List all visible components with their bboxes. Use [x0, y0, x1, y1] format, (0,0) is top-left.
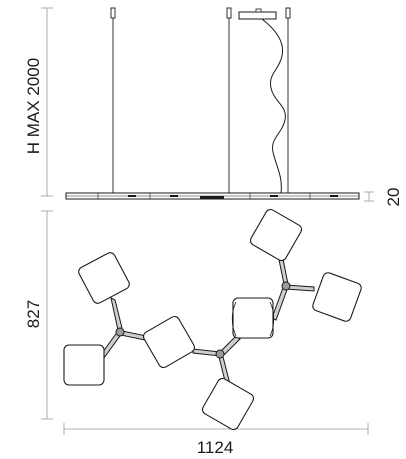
ceiling-anchor-left [110, 7, 116, 19]
width-label: 1124 [197, 438, 234, 457]
power-cable [261, 18, 286, 194]
lamp-head-5 [232, 297, 274, 339]
lamp-heads [63, 208, 362, 431]
depth-label: 827 [24, 300, 43, 328]
plan-view: 827 1124 [24, 208, 369, 457]
ceiling-canopy [238, 11, 277, 20]
fixture-side-profile [65, 192, 360, 200]
junction-hubs [115, 281, 291, 359]
canopy-screw [255, 8, 262, 13]
lamp-head-1 [78, 252, 130, 304]
thickness-label: 20 [384, 188, 403, 207]
lamp-head-5-ring [231, 301, 275, 337]
lamp-head-2 [63, 344, 105, 386]
ceiling-anchor-middle [226, 7, 232, 19]
lamp-head-4 [201, 377, 255, 431]
lamp-head-3 [142, 315, 196, 369]
elevation-view: H MAX 2000 20 [24, 7, 403, 207]
fixture-arms [99, 253, 315, 386]
height-label: H MAX 2000 [24, 58, 43, 154]
ceiling-anchor-right [285, 7, 291, 19]
lamp-head-6 [249, 208, 303, 262]
lamp-head-7 [312, 272, 362, 322]
